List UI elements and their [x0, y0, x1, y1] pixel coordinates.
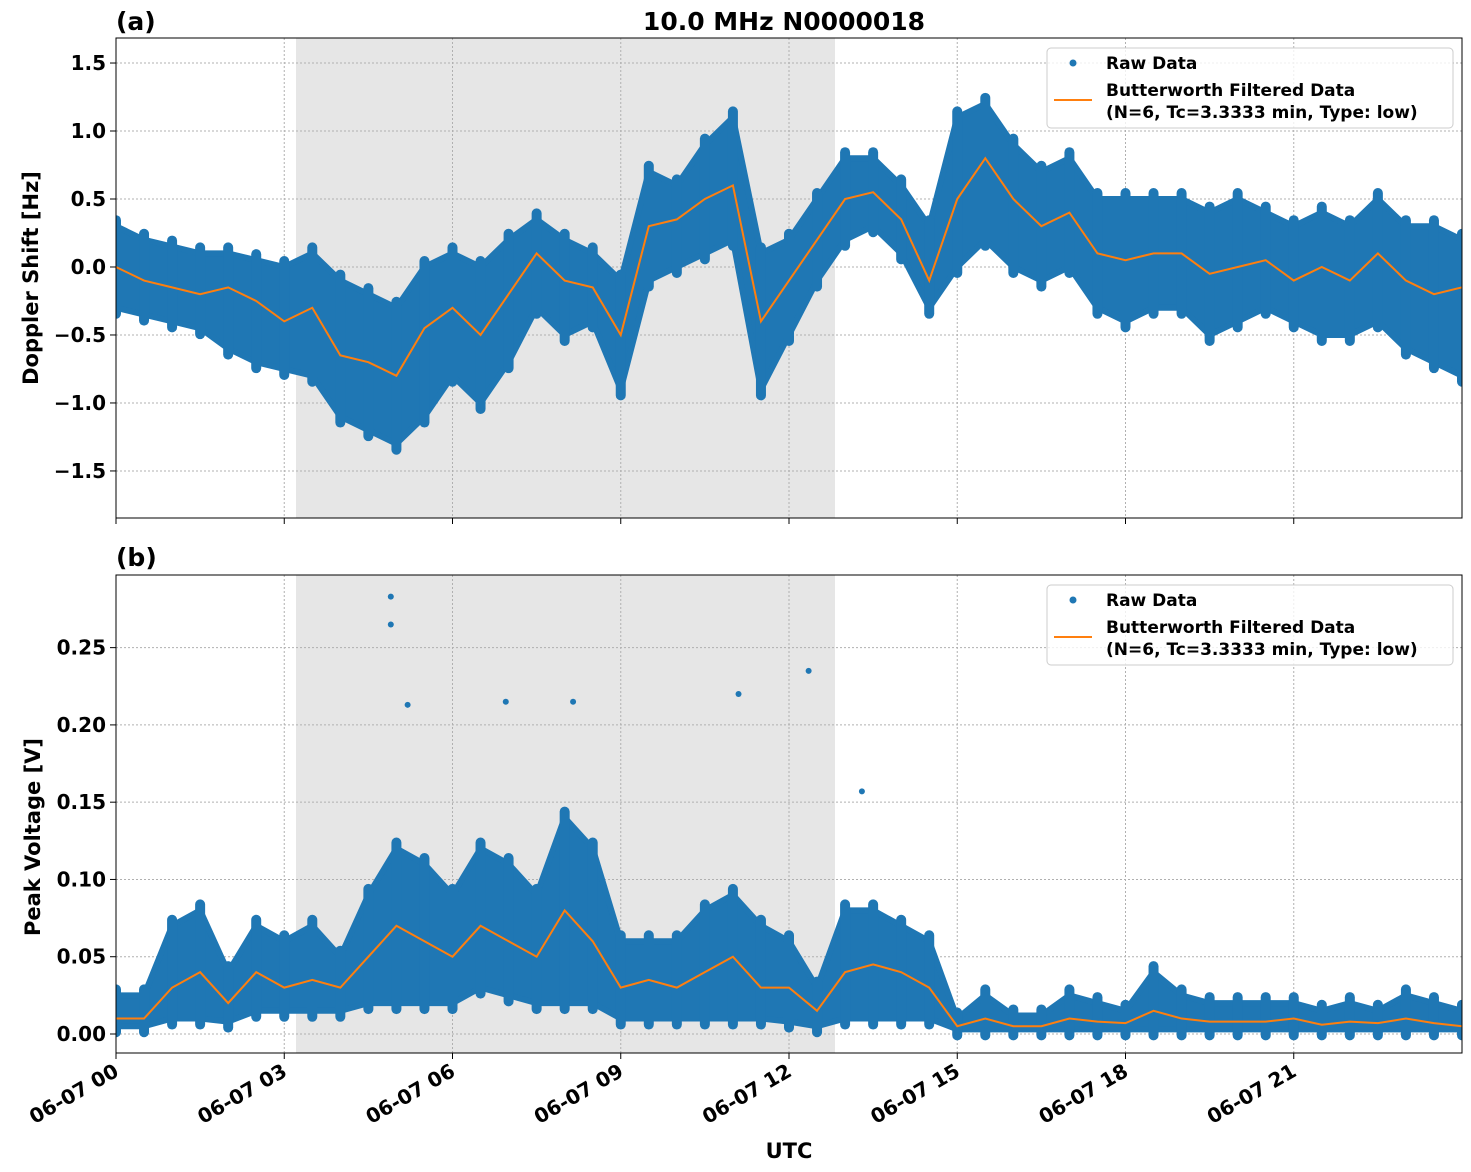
raw-data-point: [858, 788, 865, 795]
legend-filtered-label: Butterworth Filtered Data: [1106, 618, 1355, 638]
raw-data-point: [805, 667, 812, 674]
y-tick-label: 0.00: [57, 1022, 106, 1046]
legend-raw-marker: [1069, 59, 1077, 67]
legend-filtered-params: (N=6, Tc=3.3333 min, Type: low): [1106, 640, 1418, 660]
raw-data-point: [502, 698, 509, 705]
y-tick-label: −0.5: [54, 323, 106, 347]
raw-data-point: [735, 690, 742, 697]
legend: Raw Data Butterworth Filtered Data(N=6, T…: [1046, 47, 1454, 129]
legend-raw-label: Raw Data: [1106, 591, 1197, 611]
legend-raw-marker: [1069, 596, 1077, 604]
y-tick-label: 0.05: [57, 945, 106, 969]
legend-box: [1046, 47, 1454, 129]
y-tick-label: −1.5: [54, 459, 106, 483]
x-tick-label: 06-07 21: [1203, 1059, 1301, 1129]
legend-filtered-params: (N=6, Tc=3.3333 min, Type: low): [1106, 103, 1418, 123]
y-tick-label: 1.5: [71, 51, 106, 75]
legend: Raw Data Butterworth Filtered Data(N=6, T…: [1046, 584, 1454, 666]
y-tick-label: −1.0: [54, 391, 106, 415]
raw-data-points: [116, 92, 1462, 455]
x-tick-label: 06-07 00: [25, 1059, 123, 1129]
filtered-data-line: [116, 156, 1462, 378]
y-tick-label: 0.25: [57, 636, 106, 660]
raw-data-point: [570, 698, 577, 705]
panel-b: 0.25 0.20 0.15 0.10 0.05 0.00 06-07 00 06-07 03…: [25, 574, 1463, 1129]
y-tick-label: 1.0: [71, 119, 106, 143]
legend-box: [1046, 584, 1454, 666]
filtered-data-line: [116, 908, 1462, 1028]
x-tick-label: 06-07 18: [1034, 1059, 1132, 1129]
x-tick-label: 06-07 03: [193, 1059, 291, 1129]
panel-a: 1.5 1.0 0.5 0.0 −0.5 −1.0 −1.5 Raw Data Butterwo…: [54, 37, 1463, 524]
raw-data-point: [387, 621, 394, 628]
legend-raw-label: Raw Data: [1106, 54, 1197, 74]
panel-a-label: (a): [116, 7, 156, 36]
panel-b-label: (b): [116, 543, 157, 572]
raw-data-point: [387, 593, 394, 600]
raw-data-point: [404, 701, 411, 708]
y-tick-label: 0.0: [71, 255, 106, 279]
x-tick-label: 06-07 06: [361, 1059, 459, 1129]
y-tick-label: 0.20: [57, 713, 106, 737]
y-axis-label-a: Doppler Shift [Hz]: [19, 171, 43, 385]
raw-data-points: [116, 593, 1462, 1041]
x-tick-label: 06-07 15: [866, 1059, 964, 1129]
y-tick-label: 0.5: [71, 187, 106, 211]
legend-filtered-label: Butterworth Filtered Data: [1106, 81, 1355, 101]
y-tick-label: 0.15: [57, 790, 106, 814]
y-axis-label-b: Peak Voltage [V]: [21, 738, 45, 936]
x-axis-label: UTC: [766, 1139, 813, 1163]
chart-title: 10.0 MHz N0000018: [643, 7, 925, 36]
x-tick-label: 06-07 12: [698, 1059, 796, 1129]
y-tick-label: 0.10: [57, 867, 106, 891]
x-tick-label: 06-07 09: [530, 1059, 628, 1129]
